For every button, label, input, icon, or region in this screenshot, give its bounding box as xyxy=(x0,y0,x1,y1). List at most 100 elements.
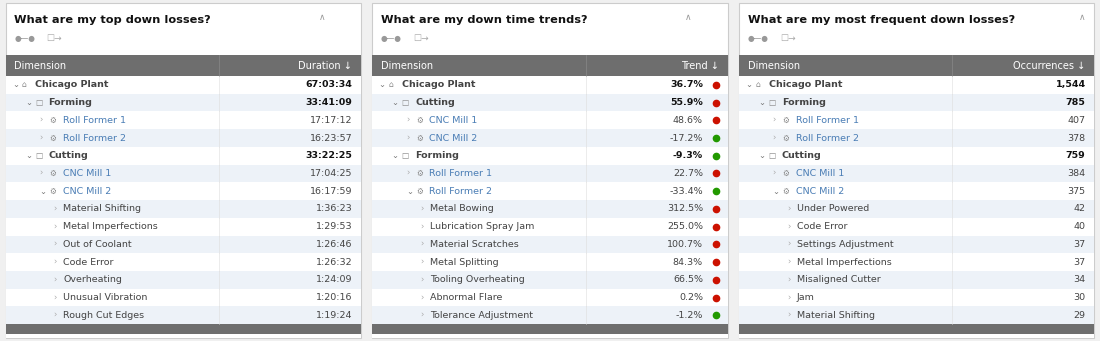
Text: ⚙: ⚙ xyxy=(782,187,790,196)
Text: 17:17:12: 17:17:12 xyxy=(310,116,352,125)
Text: Code Error: Code Error xyxy=(64,258,114,267)
Text: ›: › xyxy=(420,311,424,320)
Bar xyxy=(6,182,361,200)
Text: Cutting: Cutting xyxy=(782,151,822,160)
Bar xyxy=(739,147,1094,165)
Text: 34: 34 xyxy=(1074,276,1086,284)
Text: ›: › xyxy=(786,222,790,231)
Text: ›: › xyxy=(54,311,57,320)
Text: ›: › xyxy=(40,133,43,143)
Text: ›: › xyxy=(786,311,790,320)
Text: ›: › xyxy=(54,222,57,231)
Text: ∧: ∧ xyxy=(685,13,692,23)
Text: □: □ xyxy=(402,98,409,107)
Text: What are my most frequent down losses?: What are my most frequent down losses? xyxy=(748,15,1015,25)
Text: Roll Former 2: Roll Former 2 xyxy=(429,187,493,196)
Text: ☐→: ☐→ xyxy=(780,34,795,43)
Text: 36.7%: 36.7% xyxy=(670,80,703,89)
Text: ›: › xyxy=(420,240,424,249)
Text: 67:03:34: 67:03:34 xyxy=(306,80,352,89)
Text: ›: › xyxy=(420,205,424,213)
Text: Trend ↓: Trend ↓ xyxy=(681,61,719,71)
Text: Cutting: Cutting xyxy=(415,98,455,107)
Bar xyxy=(372,253,728,271)
Text: ›: › xyxy=(786,293,790,302)
Text: Metal Imperfections: Metal Imperfections xyxy=(796,258,892,267)
Text: 66.5%: 66.5% xyxy=(673,276,703,284)
Text: 40: 40 xyxy=(1074,222,1086,231)
Text: 1:24:09: 1:24:09 xyxy=(316,276,352,284)
Text: 55.9%: 55.9% xyxy=(670,98,703,107)
Bar xyxy=(6,165,361,182)
Bar xyxy=(372,236,728,253)
Bar xyxy=(739,307,1094,324)
FancyBboxPatch shape xyxy=(372,3,728,338)
Text: ∧: ∧ xyxy=(319,13,326,23)
Text: ›: › xyxy=(772,133,775,143)
FancyBboxPatch shape xyxy=(739,3,1094,338)
Text: Rough Cut Edges: Rough Cut Edges xyxy=(64,311,144,320)
Bar xyxy=(739,76,1094,94)
Text: ⚙: ⚙ xyxy=(50,187,56,196)
Text: Chicago Plant: Chicago Plant xyxy=(35,80,109,89)
Bar xyxy=(6,76,361,94)
Text: 1:20:16: 1:20:16 xyxy=(316,293,352,302)
Bar xyxy=(6,129,361,147)
Bar xyxy=(739,112,1094,129)
Text: ›: › xyxy=(420,258,424,267)
Text: 0.2%: 0.2% xyxy=(679,293,703,302)
Text: Unusual Vibration: Unusual Vibration xyxy=(64,293,147,302)
Text: 16:23:57: 16:23:57 xyxy=(310,133,352,143)
Text: ›: › xyxy=(54,276,57,284)
Text: CNC Mill 2: CNC Mill 2 xyxy=(429,133,477,143)
Bar xyxy=(739,253,1094,271)
Text: ›: › xyxy=(786,276,790,284)
Bar xyxy=(6,271,361,289)
Text: ›: › xyxy=(54,258,57,267)
Text: CNC Mill 1: CNC Mill 1 xyxy=(796,169,845,178)
Text: -9.3%: -9.3% xyxy=(673,151,703,160)
Bar xyxy=(739,324,1094,333)
Text: Under Powered: Under Powered xyxy=(796,205,869,213)
Text: ›: › xyxy=(54,205,57,213)
Text: ☐→: ☐→ xyxy=(414,34,429,43)
Text: Dimension: Dimension xyxy=(14,61,66,71)
Text: Lubrication Spray Jam: Lubrication Spray Jam xyxy=(430,222,535,231)
Text: 1,544: 1,544 xyxy=(1056,80,1086,89)
Bar xyxy=(372,289,728,307)
Bar xyxy=(372,165,728,182)
Text: 407: 407 xyxy=(1068,116,1086,125)
Text: 17:04:25: 17:04:25 xyxy=(310,169,352,178)
Bar xyxy=(6,253,361,271)
Bar xyxy=(739,165,1094,182)
Text: ⌄: ⌄ xyxy=(406,187,412,196)
FancyBboxPatch shape xyxy=(6,3,361,338)
Text: Forming: Forming xyxy=(48,98,92,107)
Text: Metal Splitting: Metal Splitting xyxy=(430,258,498,267)
Text: Dimension: Dimension xyxy=(381,61,433,71)
Text: CNC Mill 1: CNC Mill 1 xyxy=(63,169,111,178)
Text: 1:26:32: 1:26:32 xyxy=(316,258,352,267)
Text: Tolerance Adjustment: Tolerance Adjustment xyxy=(430,311,534,320)
Text: ›: › xyxy=(40,169,43,178)
Text: Material Shifting: Material Shifting xyxy=(796,311,874,320)
Text: ›: › xyxy=(786,258,790,267)
Text: 42: 42 xyxy=(1074,205,1086,213)
Text: 37: 37 xyxy=(1074,258,1086,267)
Text: -17.2%: -17.2% xyxy=(670,133,703,143)
Text: 312.5%: 312.5% xyxy=(667,205,703,213)
Text: 48.6%: 48.6% xyxy=(673,116,703,125)
Bar xyxy=(372,324,728,333)
Text: Code Error: Code Error xyxy=(796,222,847,231)
Text: Metal Imperfections: Metal Imperfections xyxy=(64,222,158,231)
Text: ›: › xyxy=(40,116,43,125)
Text: 16:17:59: 16:17:59 xyxy=(310,187,352,196)
Text: ☐→: ☐→ xyxy=(46,34,62,43)
Bar xyxy=(6,200,361,218)
Bar xyxy=(739,94,1094,112)
Text: Roll Former 1: Roll Former 1 xyxy=(796,116,859,125)
Text: ⚙: ⚙ xyxy=(782,169,790,178)
Text: Cutting: Cutting xyxy=(48,151,88,160)
Text: ⚙: ⚙ xyxy=(416,187,422,196)
Text: ⌂: ⌂ xyxy=(22,80,26,89)
